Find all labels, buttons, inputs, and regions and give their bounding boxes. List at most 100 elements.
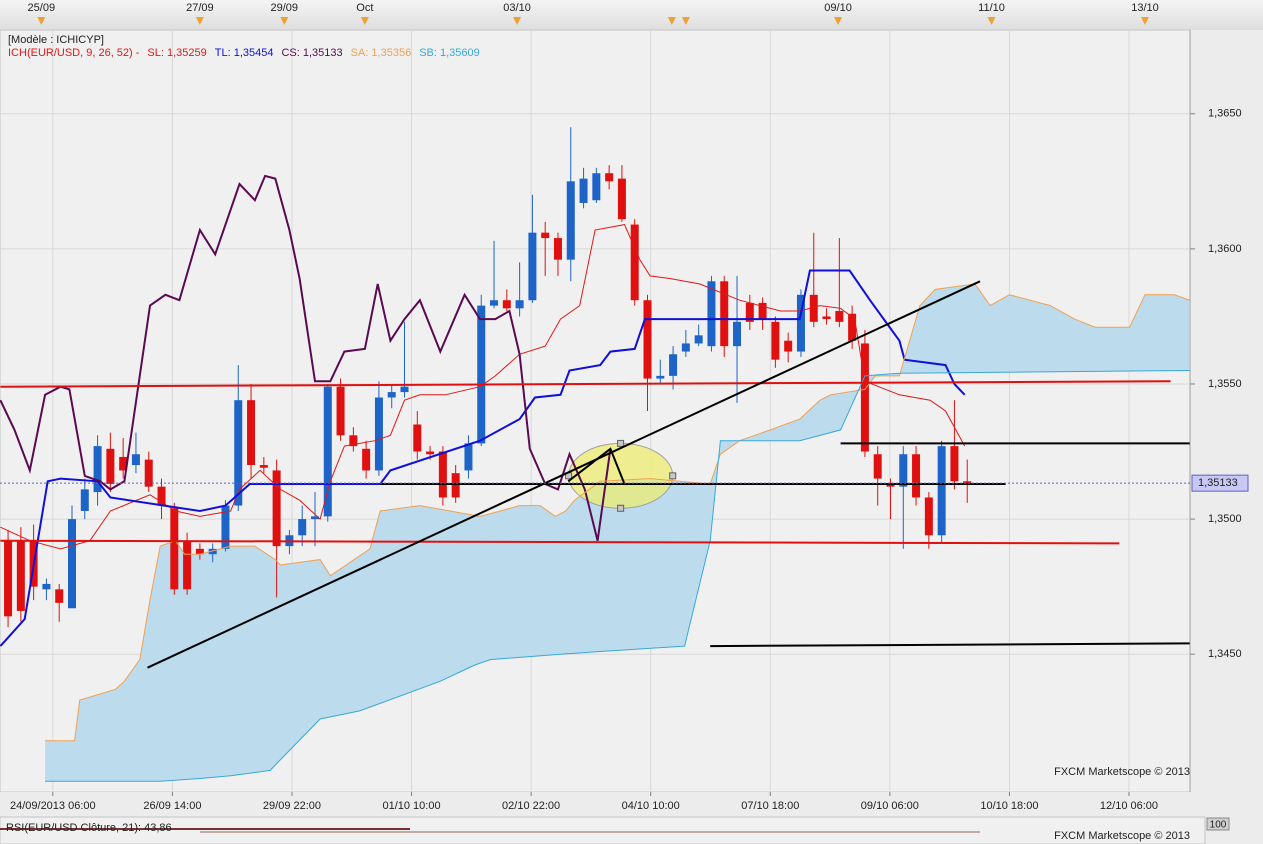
legend-entry: TL: 1,35454 (215, 47, 274, 59)
candle-body (426, 451, 435, 455)
top-date-label: 27/09 (186, 2, 214, 14)
indicator-line (0, 174, 612, 541)
candle-body (387, 392, 396, 398)
indicator-label: ICH(EUR/USD, 9, 26, 52) - (8, 47, 140, 59)
candle-body (873, 454, 882, 479)
candle-body (272, 470, 281, 547)
candle-body (579, 178, 588, 203)
candle-body (848, 313, 857, 341)
candle-body (822, 316, 831, 320)
x-tick-label: 04/10 10:00 (622, 800, 680, 812)
rsi-panel (0, 816, 1206, 844)
candle-body (886, 483, 895, 487)
candle-body (681, 343, 690, 352)
event-marker (195, 17, 204, 25)
indicator-line (0, 269, 966, 647)
line-drawing (567, 447, 626, 485)
candle-body (247, 400, 256, 466)
event-marker (681, 17, 690, 25)
candle-body (899, 454, 908, 487)
candle-body (720, 281, 729, 347)
candle-body (502, 300, 511, 309)
top-date-label: 29/09 (271, 2, 299, 14)
candle-body (298, 519, 307, 536)
candle-body (16, 540, 25, 611)
candle-body (490, 300, 499, 306)
candle-body (4, 540, 13, 617)
candle-body (630, 224, 639, 301)
candle-body (617, 178, 626, 220)
x-tick-label: 29/09 22:00 (263, 800, 321, 812)
drawing-handle (669, 472, 677, 480)
top-date-label: Oct (356, 2, 373, 14)
line-drawing (0, 380, 1171, 388)
candle-body (234, 400, 243, 506)
candle-body (119, 456, 128, 471)
event-marker (513, 17, 522, 25)
time-axis-area (0, 792, 1263, 816)
event-marker (834, 17, 843, 25)
candle-body (771, 321, 780, 360)
candle-body (349, 435, 358, 447)
line-drawing (0, 539, 1120, 545)
plot (0, 127, 1190, 782)
candle-body (541, 232, 550, 239)
candle-body (259, 465, 268, 468)
rsi-tick-label: 100 (1210, 820, 1227, 831)
line-drawing (147, 280, 981, 669)
candle-body (170, 508, 179, 590)
price-axis-area (1190, 30, 1263, 792)
candle-body (809, 294, 818, 322)
candle-body (310, 516, 319, 520)
candle-body (963, 481, 972, 484)
candle-body (860, 343, 869, 452)
x-tick-label: 07/10 18:00 (741, 800, 799, 812)
y-tick-label: 1,3450 (1208, 648, 1242, 660)
candle-body (553, 238, 562, 260)
x-tick-label: 01/10 10:00 (382, 800, 440, 812)
event-marker (1140, 17, 1149, 25)
candle-body (796, 294, 805, 352)
layers: 1,3450 1,3500 1,3550 1,3600 1,3650 24/09/2013… (0, 2, 1249, 812)
candle-body (656, 375, 665, 379)
candle-body (566, 181, 575, 260)
x-tick-label: 26/09 14:00 (143, 800, 201, 812)
event-marker (360, 17, 369, 25)
top-date-label: 11/10 (978, 2, 1005, 14)
watermark: FXCM Marketscope © 2013 (1054, 830, 1190, 842)
candle-body (208, 548, 217, 555)
cloud-fill (45, 284, 1190, 782)
candle-body (80, 489, 89, 511)
top-date-label: 09/10 (824, 2, 852, 14)
drawing-handle (617, 439, 625, 447)
candle-body (55, 589, 64, 603)
candle-body (42, 583, 51, 590)
candle-body (374, 397, 383, 471)
candle-body (758, 302, 767, 320)
candle-body (362, 448, 371, 471)
candle-body (68, 519, 77, 609)
candle-body (669, 354, 678, 376)
legend-entry: CS: 1,35133 (281, 47, 342, 59)
indicator-line (45, 283, 1190, 742)
drawing-handle (617, 504, 625, 512)
candle-body (438, 451, 447, 498)
candle-body (745, 302, 754, 322)
event-marker (987, 17, 996, 25)
x-tick-label: 24/09/2013 06:00 (10, 800, 96, 812)
candle-body (106, 448, 115, 484)
candle-body (950, 446, 959, 482)
candle-body (131, 454, 140, 466)
candle-body (221, 505, 230, 549)
line-drawing (710, 642, 1190, 648)
x-tick-label: 10/10 18:00 (980, 800, 1038, 812)
y-tick-label: 1,3600 (1208, 243, 1242, 255)
candle-body (413, 424, 422, 452)
candle-body (477, 305, 486, 444)
event-marker (667, 17, 676, 25)
x-tick-label: 09/10 06:00 (861, 800, 919, 812)
legend-entry: SA: 1,35356 (351, 47, 412, 59)
candle-body (605, 173, 614, 182)
